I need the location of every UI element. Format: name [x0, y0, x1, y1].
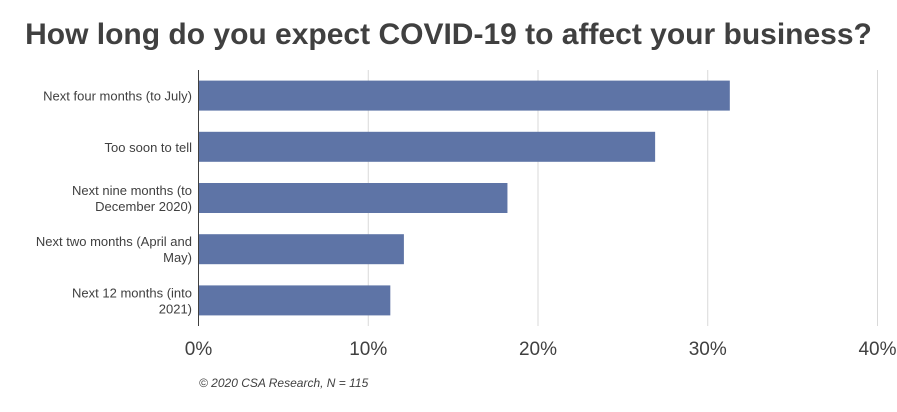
bar	[198, 131, 656, 162]
x-tick-label: 10%	[349, 339, 387, 360]
bar	[198, 285, 391, 316]
x-tick-label: 20%	[519, 339, 557, 360]
category-labels: Next four months (to July) Too soon to te…	[36, 89, 192, 317]
x-tick-label: 30%	[689, 339, 727, 360]
bar	[198, 80, 730, 111]
footnote: © 2020 CSA Research, N = 115	[199, 376, 369, 390]
bar	[198, 234, 404, 265]
category-label: Next nine months (to December 2020)	[72, 183, 192, 214]
chart-title: How long do you expect COVID-19 to affec…	[25, 18, 872, 51]
x-tick-label: 40%	[858, 339, 896, 360]
category-label: Next four months (to July)	[43, 89, 192, 104]
x-tick-label: 0%	[185, 339, 213, 360]
category-label: Next 12 months (into 2021)	[72, 285, 192, 316]
bar	[198, 183, 508, 213]
category-label: Too soon to tell	[105, 140, 193, 155]
gridlines	[367, 70, 878, 326]
category-label: Next two months (April and May)	[36, 234, 192, 265]
x-tick-labels: 0% 10% 20% 30% 40%	[185, 339, 897, 360]
bars	[198, 80, 730, 316]
